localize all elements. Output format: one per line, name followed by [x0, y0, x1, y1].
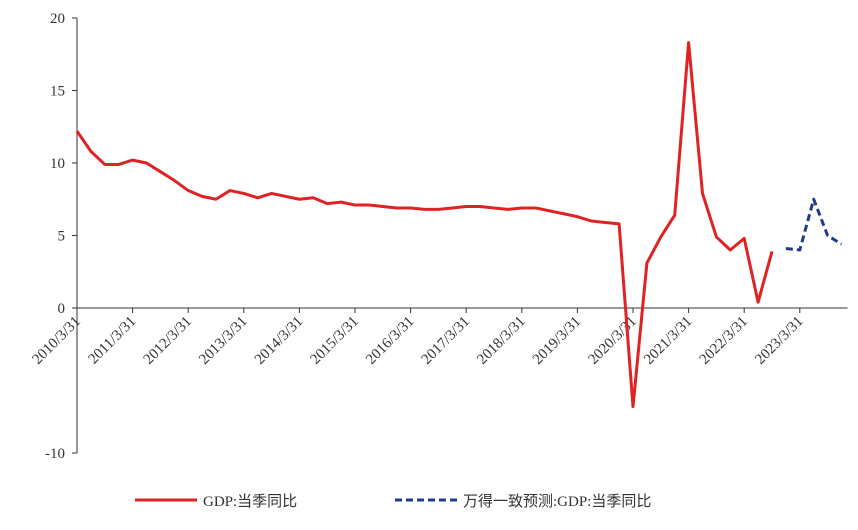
- x-tick-label: 2011/3/31: [85, 314, 139, 368]
- y-tick-label: 10: [50, 156, 65, 172]
- x-tick-label: 2021/3/31: [641, 314, 695, 368]
- x-tick-label: 2022/3/31: [697, 314, 751, 368]
- x-tick-label: 2017/3/31: [419, 314, 473, 368]
- y-tick-label: 5: [58, 229, 66, 245]
- y-tick-label: 20: [50, 11, 65, 27]
- y-tick-label: 0: [58, 301, 66, 317]
- y-tick-label: 15: [50, 84, 65, 100]
- legend-label: GDP:当季同比: [203, 493, 297, 510]
- series-line: [75, 41, 774, 409]
- x-tick-label: 2019/3/31: [530, 314, 584, 368]
- x-tick-label: 2013/3/31: [196, 314, 250, 368]
- x-tick-label: 2023/3/31: [752, 314, 806, 368]
- x-tick-label: 2015/3/31: [307, 314, 361, 368]
- x-tick-label: 2010/3/31: [29, 314, 83, 368]
- x-tick-label: 2014/3/31: [252, 314, 306, 368]
- x-tick-label: 2012/3/31: [141, 314, 195, 368]
- series-line: [785, 197, 843, 252]
- x-tick-label: 2018/3/31: [474, 314, 528, 368]
- legend-label: 万得一致预测:GDP:当季同比: [463, 493, 651, 510]
- y-tick-label: -10: [45, 446, 65, 462]
- x-tick-label: 2016/3/31: [363, 314, 417, 368]
- x-tick-label: 2020/3/31: [585, 314, 639, 368]
